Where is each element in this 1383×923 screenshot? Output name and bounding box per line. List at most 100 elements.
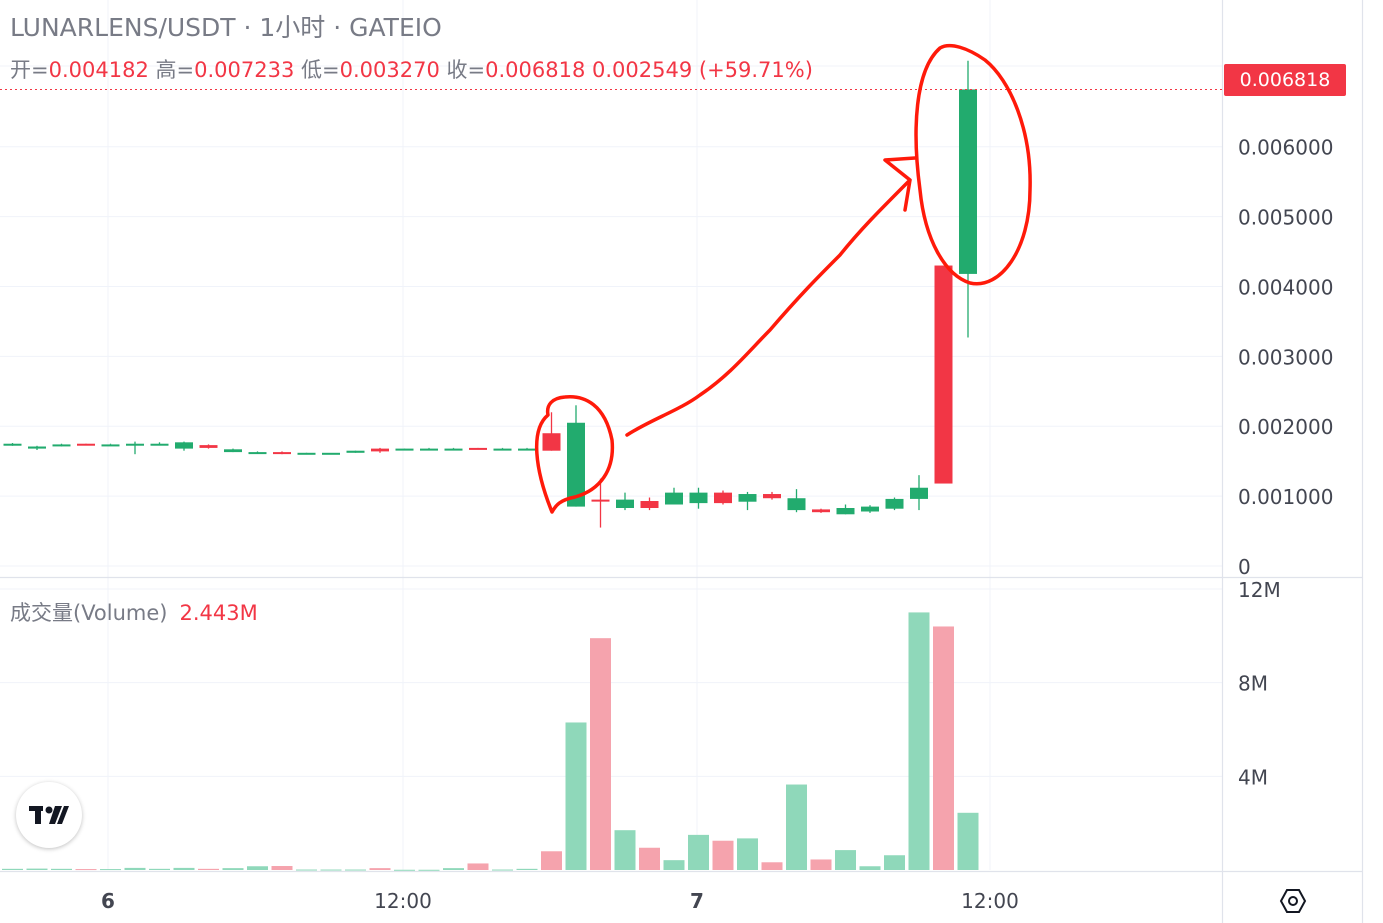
- open-value: 0.004182: [48, 58, 149, 82]
- ohlc-legend: 开=0.004182 高=0.007233 低=0.003270 收=0.006…: [10, 54, 813, 84]
- candle-body: [567, 422, 585, 507]
- candle-body: [518, 448, 536, 451]
- volume-bar: [908, 612, 930, 870]
- candle-body: [689, 492, 708, 504]
- price-tick-label: 0.006000: [1238, 136, 1333, 160]
- change-value: 0.002549 (+59.71%): [592, 58, 813, 82]
- candle-body: [322, 452, 340, 455]
- annotation-arrow: [625, 156, 917, 437]
- candle-body: [787, 498, 806, 511]
- volume-bar: [198, 868, 219, 870]
- close-value: 0.006818: [485, 58, 586, 82]
- candle-body: [420, 448, 438, 451]
- candle-body: [175, 442, 193, 449]
- tradingview-logo-icon[interactable]: [16, 782, 82, 848]
- volume-tick-label: 8M: [1238, 672, 1268, 696]
- candle-body: [444, 448, 463, 451]
- volume-bar: [541, 851, 562, 870]
- candle-body: [836, 508, 855, 515]
- candle-body: [3, 443, 22, 446]
- candle-body: [199, 445, 218, 448]
- volume-bar: [2, 868, 23, 870]
- high-value: 0.007233: [194, 58, 295, 82]
- volume-bar: [492, 869, 513, 871]
- volume-bar: [394, 869, 415, 871]
- low-value: 0.003270: [339, 58, 440, 82]
- candle-body: [297, 452, 316, 455]
- price-tick-label: 0.004000: [1238, 275, 1333, 299]
- close-label: 收=: [446, 58, 486, 82]
- volume-bar: [884, 855, 905, 870]
- symbol-title[interactable]: LUNARLENS/USDT · 1小时 · GATEIO: [10, 13, 442, 42]
- volume-bar: [565, 722, 587, 870]
- volume-bar: [173, 867, 195, 870]
- settings-hexagon-icon[interactable]: [1276, 884, 1310, 918]
- candle-body: [714, 492, 732, 504]
- candle-body: [934, 265, 953, 484]
- volume-bars: [2, 612, 979, 871]
- time-tick-label: 6: [101, 889, 115, 913]
- volume-bar: [859, 866, 881, 870]
- price-tick-label: 0.001000: [1238, 485, 1333, 509]
- candle-body: [273, 452, 291, 455]
- candle-body: [101, 444, 120, 447]
- volume-label: 成交量(Volume): [10, 601, 168, 625]
- volume-bar: [614, 830, 636, 870]
- volume-bar: [663, 860, 685, 870]
- candle-body: [150, 443, 169, 446]
- volume-bar: [271, 866, 293, 870]
- candle-body: [665, 492, 683, 505]
- candle-body: [738, 494, 757, 502]
- candle-body: [591, 499, 610, 502]
- volume-bar: [467, 863, 489, 870]
- candle-body: [371, 448, 389, 452]
- last-price-badge: 0.006818: [1224, 64, 1346, 96]
- candle-body: [885, 498, 904, 509]
- volume-tick-label: 4M: [1238, 765, 1268, 789]
- candle-body: [542, 433, 561, 451]
- volume-bar: [75, 869, 97, 871]
- volume-bar: [51, 868, 72, 870]
- candle-body: [28, 446, 46, 449]
- price-tick-label: 0.005000: [1238, 206, 1333, 230]
- time-tick-label: 12:00: [961, 889, 1019, 913]
- volume-bar: [688, 834, 709, 870]
- volume-bar: [222, 868, 244, 870]
- volume-bar: [124, 867, 146, 870]
- volume-bar: [712, 840, 734, 870]
- volume-bar: [639, 847, 660, 870]
- volume-bar: [418, 869, 440, 871]
- candle-body: [126, 443, 144, 446]
- time-axis[interactable]: 6 12:00 7 12:00: [101, 889, 1019, 913]
- tradingview-logo-icon: [29, 806, 69, 824]
- candle-body: [248, 452, 267, 455]
- annotation-circle-right: [914, 43, 1032, 286]
- annotation-circle-left: [534, 395, 615, 514]
- volume-bar: [100, 869, 121, 871]
- volume-bar: [761, 862, 783, 870]
- volume-bar: [320, 869, 342, 871]
- candle-body: [812, 509, 830, 513]
- candle-body: [469, 447, 487, 450]
- candle-body: [763, 494, 781, 499]
- settings-hexagon-icon: [1279, 889, 1307, 913]
- candle-body: [224, 449, 242, 453]
- candle-body: [493, 448, 512, 451]
- volume-bar: [247, 866, 268, 870]
- volume-legend[interactable]: 成交量(Volume) 2.443M: [10, 597, 258, 627]
- price-tick-label: 0: [1238, 555, 1251, 579]
- volume-bar: [369, 868, 391, 870]
- volume-bar: [345, 869, 366, 871]
- volume-axis[interactable]: 4M 8M 12M: [1238, 578, 1281, 789]
- volume-bar: [443, 868, 464, 870]
- volume-bar: [26, 868, 48, 870]
- volume-tick-label: 12M: [1238, 578, 1281, 602]
- time-tick-label: 12:00: [374, 889, 432, 913]
- candle-body: [640, 501, 659, 509]
- volume-bar: [737, 838, 758, 870]
- price-axis[interactable]: 0 0.001000 0.002000 0.003000 0.004000 0.00500…: [1238, 136, 1333, 579]
- volume-bar: [149, 868, 170, 870]
- candle-body: [616, 499, 634, 509]
- volume-bar: [786, 784, 807, 870]
